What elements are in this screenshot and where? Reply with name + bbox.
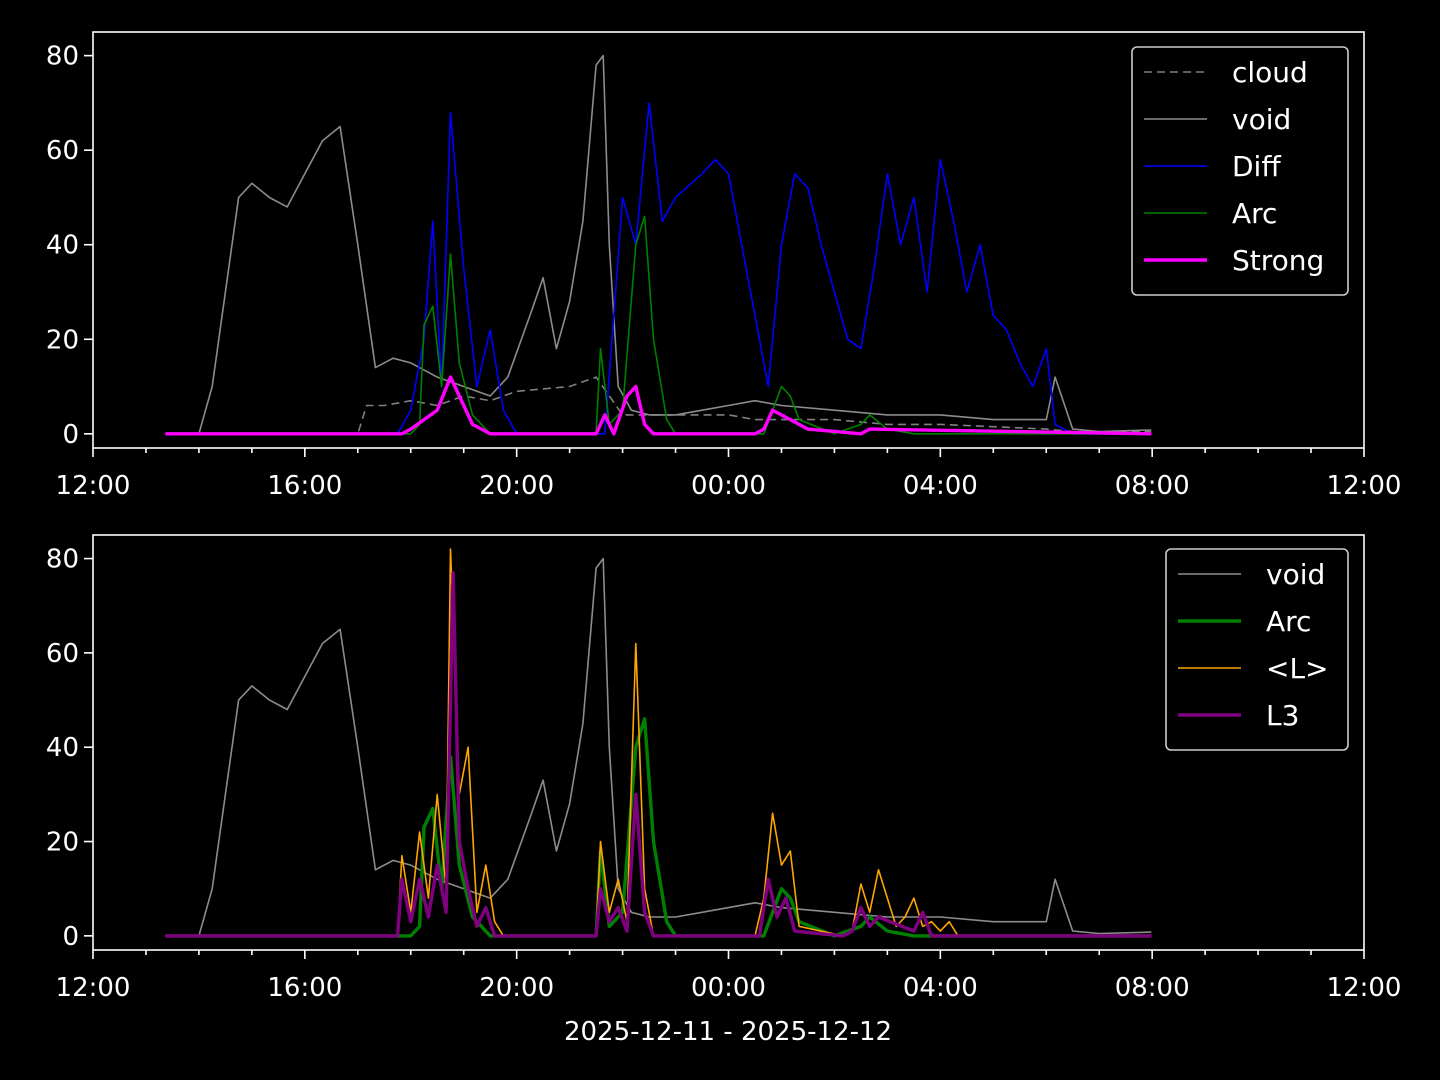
bottom-plot-lines [165, 548, 1152, 938]
legend-box [1131, 46, 1349, 296]
y-tick-label: 40 [46, 733, 79, 763]
series-line-void [165, 54, 1152, 435]
x-tick-label: 04:00 [903, 471, 978, 501]
x-tick-label: 16:00 [267, 973, 342, 1003]
x-tick-label: 16:00 [267, 471, 342, 501]
top-legend: cloud void Diff Arc Strong [1131, 46, 1349, 296]
x-tick-label: 08:00 [1115, 471, 1190, 501]
series-line-strong [165, 375, 1152, 436]
legend-label: <L> [1266, 652, 1329, 685]
x-tick-label: 20:00 [479, 973, 554, 1003]
series-line-diff [165, 102, 1152, 435]
x-tick-label: 00:00 [691, 973, 766, 1003]
top-plot-lines [165, 54, 1152, 436]
x-tick-label: 04:00 [903, 973, 978, 1003]
x-tick-label: 12:00 [56, 973, 131, 1003]
x-tick-label: 12:00 [56, 471, 131, 501]
legend-label: void [1266, 558, 1325, 591]
x-tick-label: 12:00 [1327, 471, 1402, 501]
bottom-legend: void Arc <L> L3 [1165, 548, 1349, 751]
top-x-axis: 12:00 16:00 20:00 00:00 04:00 08:00 12:00 [56, 448, 1402, 501]
legend-label: Diff [1232, 150, 1281, 183]
legend-label: L3 [1266, 699, 1299, 732]
legend-label: Arc [1232, 197, 1277, 230]
y-tick-label: 60 [46, 136, 79, 166]
y-tick-label: 0 [62, 420, 79, 450]
x-tick-label: 20:00 [479, 471, 554, 501]
y-tick-label: 20 [46, 828, 79, 858]
y-tick-label: 40 [46, 231, 79, 261]
top-axes-frame [92, 31, 1365, 449]
x-tick-label: 00:00 [691, 471, 766, 501]
bottom-axes-frame [92, 534, 1365, 951]
bottom-chart-panel: 12:00 16:00 20:00 00:00 04:00 08:00 12:00 0 20 4… [46, 534, 1402, 1003]
bottom-x-axis: 12:00 16:00 20:00 00:00 04:00 08:00 12:00 [56, 950, 1402, 1003]
legend-label: void [1232, 103, 1291, 136]
y-tick-label: 80 [46, 545, 79, 575]
legend-label: Arc [1266, 605, 1311, 638]
legend-label: cloud [1232, 56, 1308, 89]
y-tick-label: 20 [46, 325, 79, 355]
y-tick-label: 0 [62, 922, 79, 952]
top-chart-panel: 12:00 16:00 20:00 00:00 04:00 08:00 12:00 0 20 4… [46, 31, 1402, 501]
x-tick-label: 12:00 [1327, 973, 1402, 1003]
x-axis-label: 2025-12-11 - 2025-12-12 [564, 1017, 892, 1047]
x-tick-label: 08:00 [1115, 973, 1190, 1003]
y-tick-label: 60 [46, 639, 79, 669]
bottom-y-axis: 0 20 40 60 80 [46, 545, 93, 952]
series-line-l3 [165, 571, 1152, 938]
y-tick-label: 80 [46, 42, 79, 72]
series-line-arc [165, 215, 1152, 435]
legend-box [1165, 548, 1349, 751]
top-y-axis: 0 20 40 60 80 [46, 42, 93, 450]
legend-label: Strong [1232, 244, 1324, 277]
